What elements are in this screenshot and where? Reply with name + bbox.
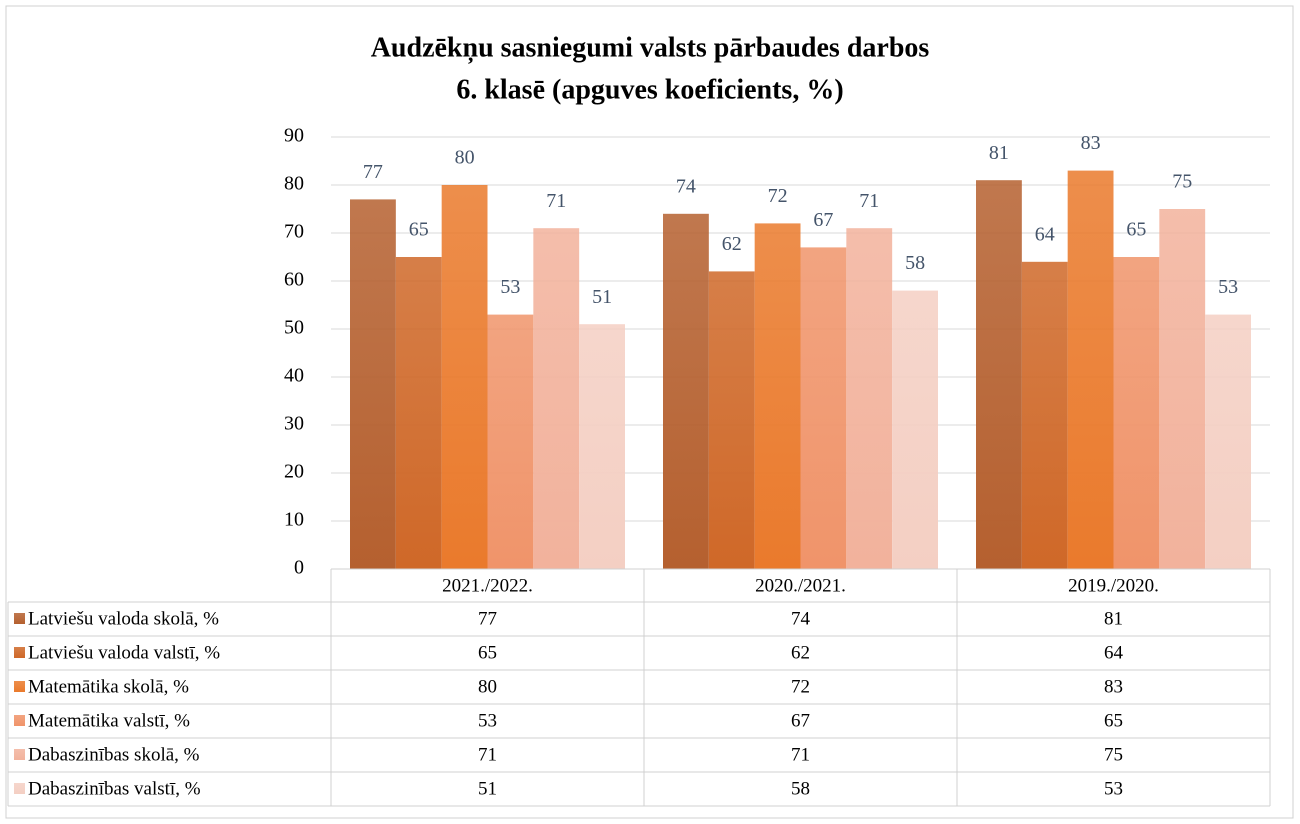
data-label: 65 (1126, 219, 1146, 241)
data-label: 72 (768, 185, 788, 207)
table-cell: 62 (791, 642, 810, 663)
table-cell: 58 (791, 778, 810, 799)
bar (1205, 314, 1251, 569)
bar (1021, 261, 1068, 569)
legend-swatch (14, 749, 25, 760)
bar (487, 314, 534, 569)
legend-swatch (14, 783, 25, 794)
y-tick-label: 10 (284, 509, 304, 531)
bar (350, 199, 396, 569)
table-cell: 51 (478, 778, 497, 799)
bar (395, 257, 442, 569)
y-tick-label: 50 (284, 317, 304, 339)
y-tick-label: 80 (284, 173, 304, 195)
chart-title: 6. klasē (apguves koeficients, %) (456, 74, 843, 105)
table-cell: 71 (478, 744, 497, 765)
data-label: 53 (1218, 276, 1238, 298)
data-label: 64 (1035, 223, 1055, 245)
bar (1159, 209, 1206, 569)
data-label: 65 (409, 219, 429, 241)
legend-label: Latviešu valoda valstī, % (28, 642, 220, 663)
y-tick-label: 0 (294, 557, 304, 579)
table-cell: 67 (791, 710, 810, 731)
chart-title: Audzēkņu sasniegumi valsts pārbaudes dar… (371, 32, 930, 64)
table-cell: 53 (478, 710, 497, 731)
data-label: 53 (500, 276, 520, 298)
y-tick-label: 20 (284, 461, 304, 483)
bar (579, 324, 625, 569)
legend-label: Dabaszinības skolā, % (28, 744, 200, 765)
data-label: 71 (859, 190, 879, 212)
bar (976, 180, 1022, 569)
data-label: 67 (813, 209, 833, 231)
bar (441, 185, 488, 569)
legend-label: Dabaszinības valstī, % (28, 778, 201, 799)
data-label: 75 (1172, 171, 1192, 193)
data-label: 62 (722, 233, 742, 255)
table-cell: 72 (791, 676, 810, 697)
table-cell: 83 (1104, 676, 1123, 697)
legend-label: Matemātika skolā, % (28, 676, 189, 697)
y-tick-label: 60 (284, 269, 304, 291)
data-label: 77 (363, 161, 383, 183)
bar (892, 290, 938, 569)
bar (708, 271, 755, 569)
table-cell: 64 (1104, 642, 1124, 663)
x-tick-label: 2020./2021. (755, 575, 846, 596)
table-cell: 77 (478, 608, 497, 629)
legend-swatch (14, 681, 25, 692)
bar (1113, 257, 1160, 569)
x-tick-label: 2019./2020. (1068, 575, 1159, 596)
bar (800, 247, 847, 569)
data-label: 58 (905, 252, 925, 274)
data-label: 74 (676, 175, 696, 197)
legend-swatch (14, 647, 25, 658)
bar (1067, 170, 1114, 569)
bar (754, 223, 801, 569)
table-cell: 74 (791, 608, 811, 629)
table-cell: 65 (478, 642, 497, 663)
data-label: 71 (546, 190, 566, 212)
y-tick-label: 90 (284, 125, 304, 147)
bar (663, 213, 709, 570)
x-tick-label: 2021./2022. (442, 575, 533, 596)
table-cell: 81 (1104, 608, 1123, 629)
data-label: 51 (592, 286, 612, 308)
bar (533, 228, 580, 569)
legend-swatch (14, 613, 25, 624)
table-cell: 53 (1104, 778, 1123, 799)
legend-label: Latviešu valoda skolā, % (28, 608, 219, 629)
data-label: 83 (1081, 132, 1101, 154)
data-label: 81 (989, 142, 1009, 164)
y-tick-label: 30 (284, 413, 304, 435)
table-cell: 71 (791, 744, 810, 765)
bar (846, 228, 893, 569)
table-cell: 75 (1104, 744, 1123, 765)
y-tick-label: 70 (284, 221, 304, 243)
legend-swatch (14, 715, 25, 726)
legend-label: Matemātika valstī, % (28, 710, 190, 731)
data-label: 80 (455, 147, 475, 169)
table-cell: 65 (1104, 710, 1123, 731)
table-cell: 80 (478, 676, 497, 697)
y-tick-label: 40 (284, 365, 304, 387)
